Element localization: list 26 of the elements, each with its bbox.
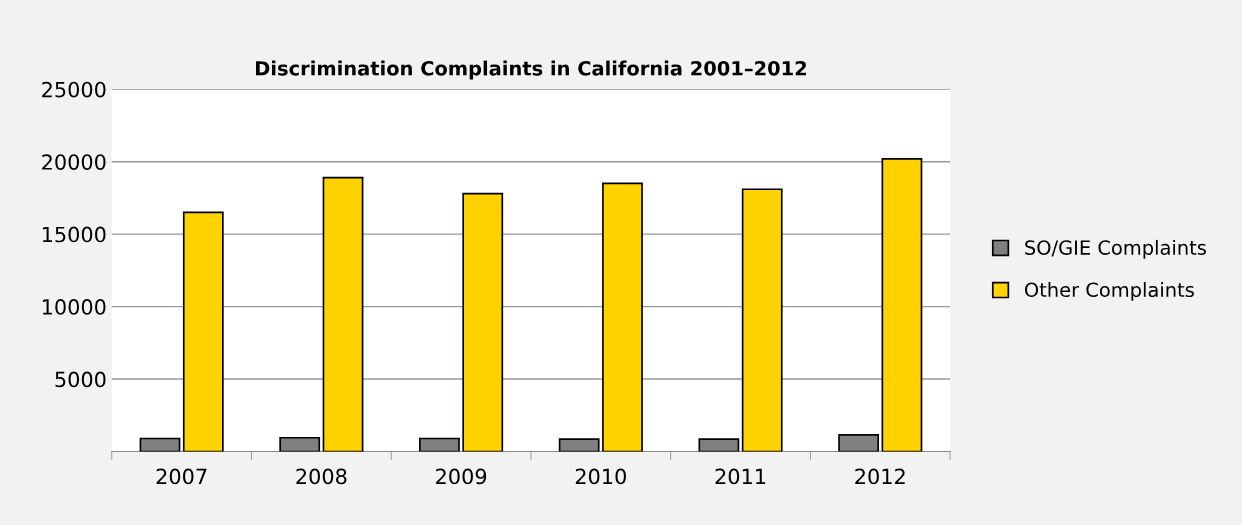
chart-title: Discrimination Complaints in California 2001–2012 <box>256 60 807 80</box>
y-tick-label: 20000 <box>42 154 106 170</box>
bar <box>182 211 224 452</box>
bar <box>602 182 643 452</box>
y-tick-label: 25000 <box>42 81 106 98</box>
bar <box>881 157 923 452</box>
y-tick-label: 10000 <box>42 299 106 315</box>
bar <box>419 437 460 452</box>
y-tick-label: 5000 <box>55 371 106 388</box>
bar <box>558 438 600 452</box>
x-tick-label: 2011 <box>715 468 766 485</box>
bar <box>279 436 321 452</box>
x-tick-label: 2010 <box>575 468 626 485</box>
x-tick-label: 2008 <box>296 468 347 485</box>
y-tick-label: 15000 <box>42 226 106 243</box>
legend-label: SO/GIE Complaints <box>1025 239 1206 259</box>
bar <box>322 176 364 452</box>
x-tick-label: 2007 <box>156 468 207 485</box>
bar <box>741 188 783 452</box>
bar <box>139 437 181 452</box>
legend-label: Other Complaints <box>1024 282 1194 301</box>
bar <box>698 438 740 452</box>
x-tick-label: 2012 <box>855 468 905 485</box>
x-tick-label: 2009 <box>436 468 487 485</box>
bar <box>462 192 504 452</box>
bar <box>838 434 880 452</box>
